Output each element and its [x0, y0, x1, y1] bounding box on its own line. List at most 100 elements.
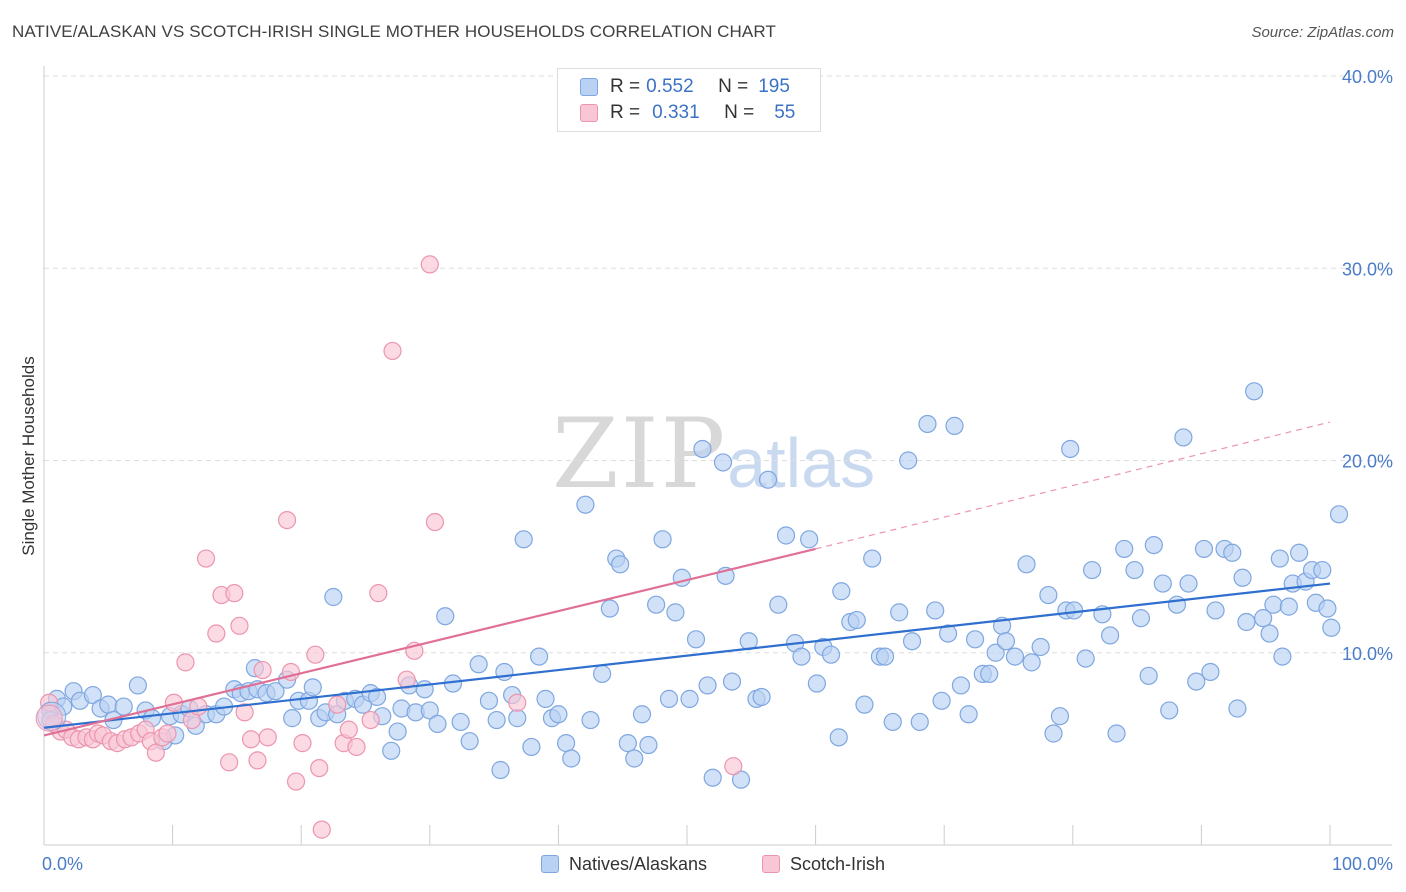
point-natives [593, 664, 612, 683]
legend-row-natives: R = 0.552 N = 195 [580, 75, 790, 99]
point-natives [807, 674, 826, 693]
point-natives [562, 749, 581, 768]
point-natives [491, 760, 510, 780]
point-natives [1017, 555, 1036, 574]
point-natives [847, 610, 866, 630]
point-scotch-irish [253, 660, 272, 680]
point-natives [769, 595, 788, 614]
point-natives [875, 647, 895, 666]
legend-n-value: 55 [774, 102, 796, 123]
point-natives [530, 647, 549, 666]
point-natives [659, 689, 679, 708]
point-natives [508, 709, 527, 728]
point-natives [1031, 637, 1050, 657]
point-natives [722, 672, 742, 691]
point-natives [863, 549, 882, 568]
point-natives [1050, 707, 1070, 726]
point-natives [1318, 599, 1337, 618]
legend-swatch-natives [580, 78, 598, 96]
chart-source: Source: ZipAtlas.com [1251, 24, 1394, 41]
point-natives [647, 595, 666, 614]
legend-r-label: R = [610, 76, 641, 97]
point-natives [1125, 560, 1144, 580]
point-natives [1076, 649, 1095, 668]
point-natives [1131, 609, 1151, 628]
point-natives [1115, 539, 1134, 559]
point-scotch-irish [306, 645, 325, 664]
point-scotch-irish [248, 751, 267, 770]
point-natives [899, 451, 918, 470]
x-tick-label-max: 100.0% [1332, 854, 1393, 874]
bottom-legend-swatch-natives [541, 855, 559, 873]
point-natives [1237, 612, 1256, 632]
point-scotch-irish [230, 616, 249, 635]
point-natives [1194, 539, 1214, 559]
point-natives [114, 697, 133, 716]
point-natives [549, 705, 568, 724]
point-natives [460, 732, 479, 751]
point-natives [1273, 647, 1292, 666]
point-scotch-irish [241, 730, 261, 749]
point-scotch-irish [369, 584, 388, 603]
point-scotch-irish [277, 510, 297, 530]
point-scotch-irish [328, 695, 347, 714]
legend-row-scotch-irish: R = 0.331 N = 55 [580, 101, 795, 125]
point-natives [666, 603, 685, 622]
point-natives [576, 495, 595, 514]
point-natives [479, 691, 499, 710]
point-natives [698, 676, 717, 695]
point-natives [1100, 626, 1120, 645]
bottom-legend-swatch-scotch-irish [762, 855, 780, 873]
point-natives [324, 587, 343, 607]
point-natives [1329, 505, 1349, 524]
point-scotch-irish-cluster [35, 704, 63, 732]
point-natives [1082, 560, 1102, 580]
point-natives [792, 647, 811, 666]
point-natives [1322, 618, 1341, 637]
point-natives [965, 630, 985, 649]
point-natives [1174, 428, 1193, 447]
point-natives [428, 714, 447, 733]
point-natives [1044, 724, 1063, 743]
point-natives [1153, 574, 1172, 593]
point-scotch-irish [420, 255, 439, 274]
point-natives [266, 682, 285, 701]
legend-n-value: 195 [758, 76, 790, 97]
point-natives [451, 712, 470, 732]
legend-r-value: 0.552 [646, 76, 694, 97]
point-natives [932, 691, 951, 710]
point-scotch-irish [235, 703, 254, 722]
point-natives [1139, 666, 1158, 685]
point-natives [1107, 724, 1126, 743]
point-natives [1167, 595, 1187, 614]
point-natives [1245, 382, 1264, 401]
point-natives [1260, 624, 1279, 643]
point-natives [1005, 647, 1025, 666]
point-natives [1290, 543, 1309, 562]
point-natives [1264, 595, 1283, 614]
legend-r-label: R = [610, 102, 641, 123]
point-scotch-irish [207, 624, 226, 643]
point-natives [1064, 601, 1084, 620]
point-scotch-irish [225, 584, 244, 603]
point-natives [1206, 601, 1225, 620]
point-scotch-irish [286, 772, 306, 791]
point-natives [495, 662, 514, 682]
legend-r-value: 0.331 [652, 102, 700, 123]
point-natives [996, 632, 1016, 651]
point-natives [303, 678, 322, 697]
chart-title: NATIVE/ALASKAN VS SCOTCH-IRISH SINGLE MO… [12, 22, 776, 41]
point-natives [693, 439, 712, 459]
point-natives [855, 695, 874, 714]
point-scotch-irish [361, 710, 380, 730]
point-natives [821, 645, 841, 664]
point-natives [625, 749, 644, 768]
point-natives [758, 470, 778, 489]
point-natives [1223, 543, 1242, 562]
point-natives [703, 768, 722, 787]
point-natives [382, 741, 401, 760]
legend-swatch-scotch-irish [580, 104, 598, 122]
y-tick-label: 20.0% [1342, 452, 1393, 472]
point-natives [752, 687, 771, 707]
